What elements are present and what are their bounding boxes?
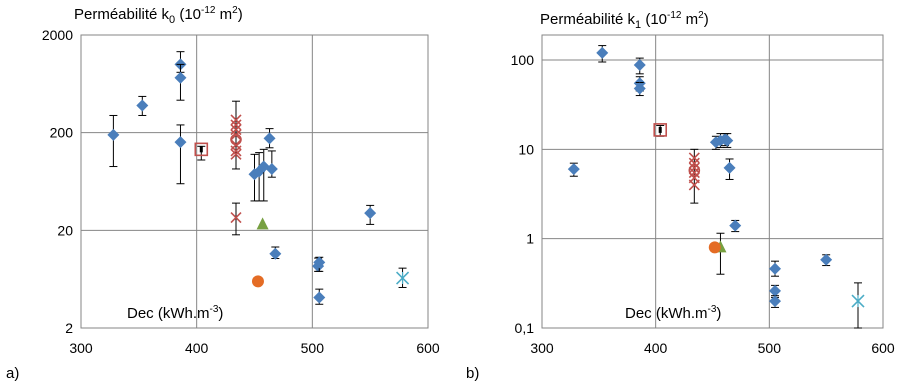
data-point-cross bbox=[688, 179, 700, 191]
data-point-diamond bbox=[313, 291, 326, 304]
data-point-diamond bbox=[596, 46, 609, 59]
data-point-diamond bbox=[174, 136, 187, 149]
data-point-cross bbox=[688, 162, 700, 174]
x-tick-label: 300 bbox=[69, 340, 93, 356]
data-point-cross bbox=[230, 148, 242, 160]
marks-b bbox=[567, 45, 865, 329]
x-tick-label: 400 bbox=[644, 340, 668, 356]
y-tick-label: 100 bbox=[511, 52, 535, 68]
x-axis-title-b: Dec (kWh.m-3) bbox=[625, 304, 721, 322]
data-point-diamond bbox=[313, 256, 326, 269]
y-tick-label: 1 bbox=[526, 231, 534, 247]
data-point-cross bbox=[230, 145, 242, 157]
grid-a bbox=[81, 35, 428, 328]
plot-area-b bbox=[541, 34, 884, 329]
data-point-inner-mark bbox=[658, 126, 662, 133]
data-point-cross bbox=[230, 124, 242, 136]
data-point-diamond bbox=[174, 71, 187, 84]
data-point-star bbox=[395, 271, 410, 285]
y-tick-label: 0,1 bbox=[515, 320, 535, 336]
data-point-diamond bbox=[769, 295, 782, 308]
data-point-triangle bbox=[256, 217, 269, 230]
y-axis-title-b: Perméabilité k1 (10-12 m2) bbox=[540, 10, 709, 31]
data-point-diamond bbox=[820, 253, 833, 266]
y-tick-label: 10 bbox=[518, 141, 534, 157]
data-point-diamond bbox=[723, 161, 736, 174]
data-point-diamond bbox=[721, 134, 734, 147]
x-tick-label: 300 bbox=[530, 340, 554, 356]
data-point-open-square bbox=[653, 123, 668, 137]
y-tick-label: 2 bbox=[65, 320, 73, 336]
data-point-diamond bbox=[364, 207, 377, 220]
panel-a: 300 400 500 600 2000 200 20 2 Perméabilité k0 (… bbox=[6, 5, 440, 382]
data-point-open-square bbox=[194, 142, 209, 157]
data-point-diamond bbox=[729, 219, 742, 232]
data-point-diamond bbox=[263, 132, 276, 145]
data-point-circle bbox=[708, 241, 721, 254]
y-tick-label: 20 bbox=[57, 222, 73, 238]
x-axis-title-a: Dec (kWh.m-3) bbox=[127, 304, 223, 322]
data-point-diamond bbox=[107, 128, 120, 141]
panel-label-b: b) bbox=[466, 365, 479, 382]
data-point-diamond bbox=[769, 262, 782, 275]
data-point-open-circle bbox=[688, 164, 701, 177]
y-tick-label: 2000 bbox=[42, 27, 73, 43]
data-point-diamond bbox=[136, 99, 149, 112]
data-point-cross bbox=[230, 119, 242, 131]
data-point-diamond bbox=[633, 58, 646, 71]
data-point-diamond bbox=[769, 284, 782, 297]
data-point-diamond bbox=[633, 82, 646, 95]
ticks-a: 300 400 500 600 2000 200 20 2 bbox=[42, 27, 440, 356]
marks-a bbox=[107, 51, 410, 305]
data-point-cross bbox=[688, 166, 700, 179]
y-tick-label: 200 bbox=[50, 125, 74, 141]
data-point-cross bbox=[230, 114, 242, 126]
data-point-inner-mark bbox=[199, 146, 203, 153]
data-point-diamond bbox=[265, 162, 278, 175]
data-point-diamond bbox=[567, 163, 580, 176]
panel-b: 300 400 500 600 100 10 1 0,1 Perméabilité k1 (1… bbox=[466, 10, 895, 382]
ticks-b: 300 400 500 600 100 10 1 0,1 bbox=[511, 52, 895, 356]
x-tick-label: 600 bbox=[416, 340, 440, 356]
data-point-cross bbox=[688, 152, 700, 164]
x-tick-label: 600 bbox=[871, 340, 895, 356]
x-tick-label: 400 bbox=[185, 340, 209, 356]
x-tick-label: 500 bbox=[758, 340, 782, 356]
data-point-cross bbox=[230, 212, 242, 224]
panel-label-a: a) bbox=[6, 365, 19, 382]
x-tick-label: 500 bbox=[301, 340, 325, 356]
y-axis-title-a: Perméabilité k0 (10-12 m2) bbox=[74, 5, 243, 26]
data-point-star bbox=[851, 294, 865, 308]
data-point-diamond bbox=[269, 247, 282, 260]
data-point-circle bbox=[251, 275, 264, 288]
data-point-open-circle bbox=[230, 133, 242, 146]
